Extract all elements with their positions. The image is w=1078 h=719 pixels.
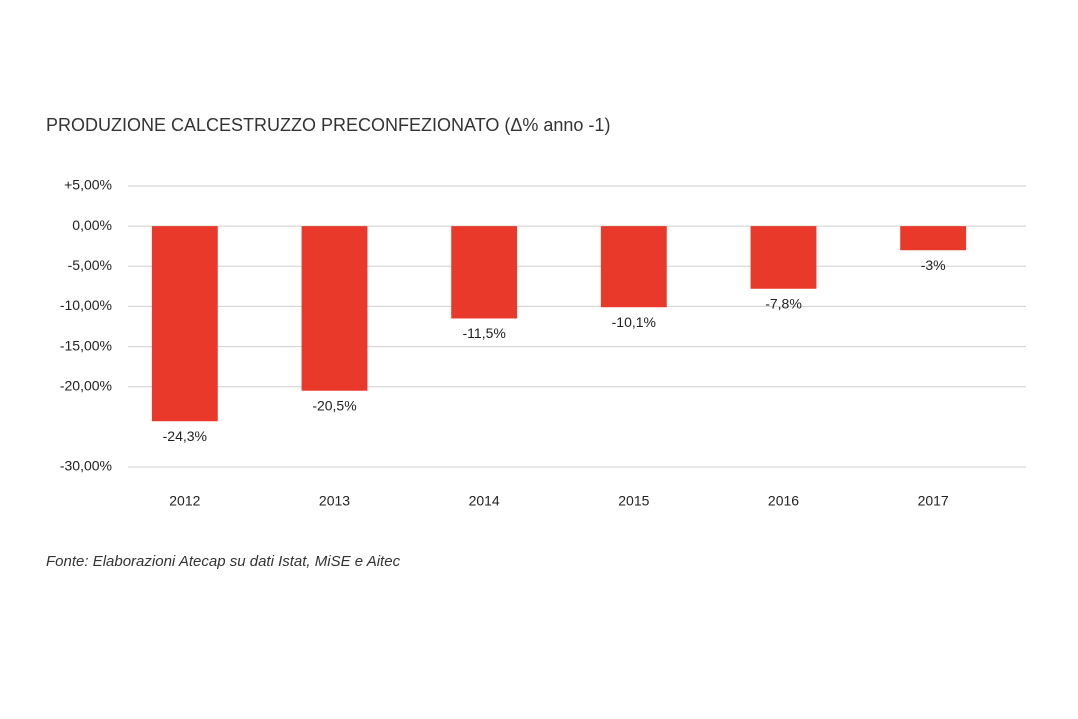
bar: [600, 226, 667, 308]
y-tick-label: -30,00%: [60, 458, 112, 474]
x-tick-label: 2012: [169, 493, 200, 509]
bar: [151, 226, 218, 422]
y-tick-label: -5,00%: [68, 257, 112, 273]
y-tick-label: -20,00%: [60, 377, 112, 393]
y-tick-label: -15,00%: [60, 337, 112, 353]
x-tick-label: 2014: [469, 493, 500, 509]
source-note: Fonte: Elaborazioni Atecap su dati Istat…: [46, 553, 401, 570]
data-label: -11,5%: [463, 325, 506, 341]
bar: [750, 226, 817, 289]
y-tick-label: 0,00%: [72, 217, 112, 233]
x-tick-label: 2013: [319, 493, 350, 509]
data-label: -3%: [921, 257, 946, 273]
x-tick-label: 2016: [768, 493, 799, 509]
y-tick-label: +5,00%: [64, 177, 112, 193]
data-label: -10,1%: [612, 314, 656, 330]
x-tick-label: 2015: [618, 493, 649, 509]
chart-title: PRODUZIONE CALCESTRUZZO PRECONFEZIONATO …: [46, 115, 610, 135]
bar: [301, 226, 368, 391]
y-tick-label: -10,00%: [60, 297, 112, 313]
bar: [451, 226, 518, 319]
x-tick-label: 2017: [918, 493, 949, 509]
data-label: -7,8%: [765, 295, 802, 311]
bar: [900, 226, 967, 251]
data-label: -20,5%: [312, 397, 356, 413]
data-label: -24,3%: [163, 428, 207, 444]
